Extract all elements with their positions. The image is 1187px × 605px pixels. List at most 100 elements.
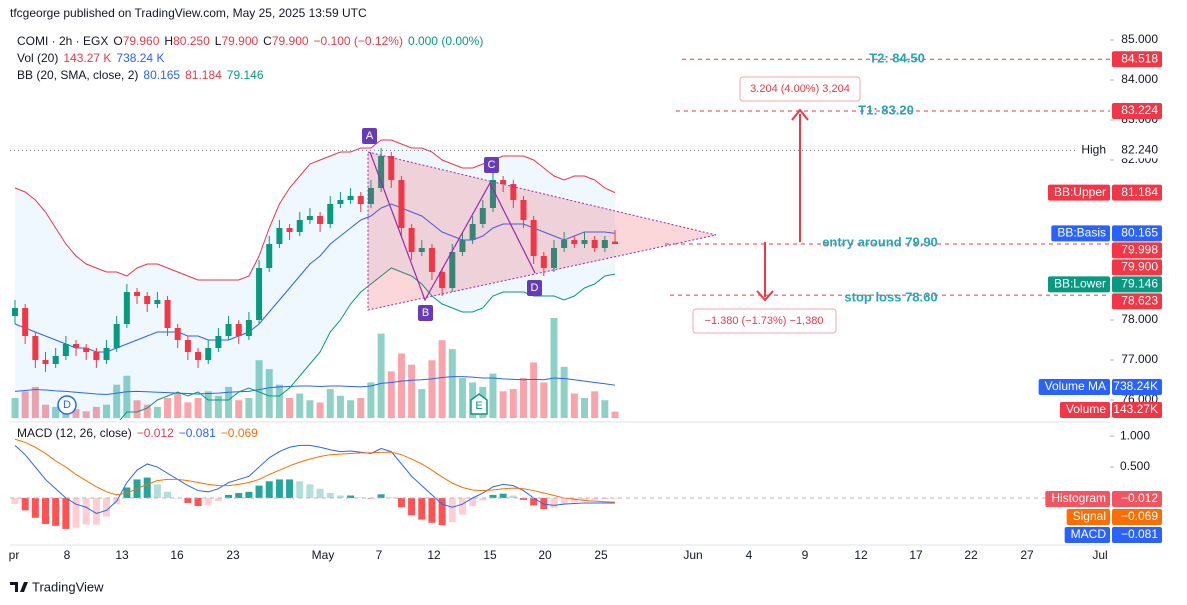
measure-label: 3.204 (4.00%) 3,204 [750, 83, 850, 95]
histogram-bar [21, 497, 29, 511]
price-badge [1112, 242, 1162, 259]
price-badge-value: 78.623 [1121, 294, 1158, 308]
candle-body [225, 324, 232, 336]
candle-body [408, 228, 415, 252]
annotation: T2: 84.50 [869, 50, 925, 65]
volume-bar [113, 384, 121, 418]
histogram-bar [52, 497, 60, 526]
volume-bar [499, 391, 507, 418]
candle-body [479, 208, 486, 224]
annotation: stop loss 78.60 [844, 289, 937, 304]
histogram-bar [489, 494, 497, 498]
price-badge [1112, 51, 1162, 68]
candle-body [32, 336, 39, 360]
candle-body [113, 324, 120, 348]
volume-bar [397, 353, 405, 418]
footer: TradingView [32, 579, 104, 594]
legend-item: 81.184 [185, 68, 222, 82]
volume-bar [591, 391, 599, 418]
volume-bar [31, 386, 39, 418]
price-badge [1112, 103, 1162, 120]
candle-body [347, 196, 354, 200]
candle-body [489, 180, 496, 208]
candle-body [22, 308, 29, 336]
x-tick-label: 15 [483, 548, 497, 562]
candle-body [12, 308, 18, 316]
histogram-bar [62, 497, 70, 529]
logo [10, 582, 28, 592]
price-badge-name [1047, 276, 1110, 293]
volume-bar [245, 398, 253, 418]
candle-body [245, 320, 252, 336]
x-tick-label: 8 [64, 548, 71, 562]
volume-bar [458, 378, 466, 418]
histogram-bar [316, 488, 324, 498]
histogram-bar [184, 497, 192, 503]
price-badge [1112, 293, 1162, 310]
volume-bar [448, 349, 456, 418]
triangle-pattern [367, 151, 717, 311]
volume-bar [540, 382, 548, 418]
candle-body [52, 356, 59, 364]
legend-item: C [263, 34, 272, 48]
candle-body [144, 296, 151, 304]
candle-body [500, 180, 507, 184]
candle-body [266, 244, 273, 268]
histogram-bar [225, 494, 233, 498]
badge-name [1064, 527, 1110, 543]
histogram-bar [519, 497, 527, 500]
badge-name-text: Signal [1073, 509, 1106, 523]
legend-item: 143.27 K [63, 51, 111, 65]
histogram-bar [509, 495, 517, 498]
candle-body [510, 184, 517, 200]
candle-body [184, 340, 191, 352]
volume-bar [225, 386, 233, 418]
candle-body [286, 228, 293, 232]
histogram-bar [235, 493, 243, 498]
price-badge-value: 80.165 [1121, 226, 1158, 240]
histogram-bar [387, 497, 395, 498]
candle-body [296, 220, 303, 232]
bb-line [14, 139, 616, 281]
y-tick-label: 78.000 [1121, 312, 1158, 326]
candle-body [388, 156, 395, 180]
volume-ma-line [14, 376, 616, 395]
histogram-bar [31, 497, 39, 518]
x-tick-label: 4 [746, 548, 753, 562]
candle-body [378, 156, 385, 188]
histogram-bar [530, 497, 538, 506]
badge-name-text: Volume [1066, 402, 1106, 416]
candle-body [154, 300, 161, 304]
x-tick-label: 12 [427, 548, 441, 562]
price-badge-name-text: BB:Lower [1054, 277, 1106, 291]
volume-bar [184, 402, 192, 418]
badge-name [1038, 379, 1110, 395]
annotation: entry around 79.90 [822, 234, 938, 249]
candle-body [530, 220, 537, 256]
legend-item: −0.069 [221, 426, 258, 440]
histogram-bar [255, 485, 263, 498]
bb-line [14, 203, 616, 353]
volume-bar [428, 360, 436, 418]
histogram-bar [469, 497, 477, 507]
price-badge-name [1047, 184, 1110, 201]
pattern-label: B [418, 305, 433, 321]
badge-value: −0.069 [1121, 509, 1158, 523]
price-badge [1112, 259, 1162, 276]
y-tick-label: 77.000 [1121, 352, 1158, 366]
legend-item: 80.250 [173, 34, 210, 48]
volume-bar [204, 391, 212, 418]
histogram-bar [326, 493, 334, 498]
badge-name [1059, 402, 1110, 418]
legend-item: Vol (20) [17, 51, 58, 65]
price-badge [1112, 184, 1162, 201]
candle-body [540, 256, 547, 268]
volume-bar [164, 398, 172, 418]
bb-line [119, 267, 616, 420]
histogram-bar [570, 497, 578, 503]
badge-value: −0.012 [1121, 491, 1158, 505]
candle-body [418, 248, 425, 252]
arrow-head [791, 108, 809, 121]
badge-value-box [1112, 379, 1162, 395]
legend-item: MACD (12, 26, close) [17, 426, 132, 440]
